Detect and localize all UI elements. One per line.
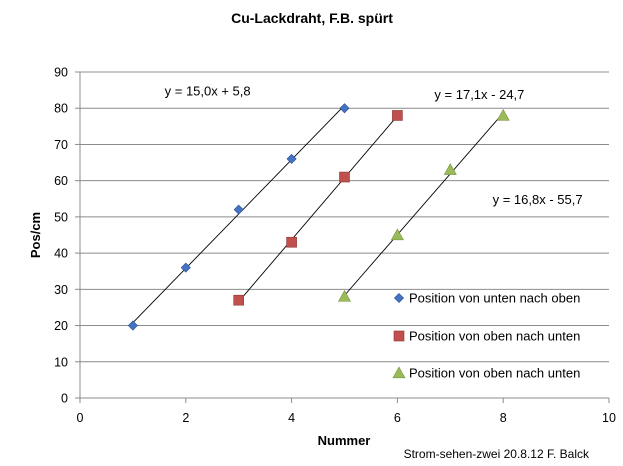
trendline-equation-2: y = 17,1x - 24,7 bbox=[434, 87, 524, 102]
legend-label-series-3: Position von oben nach unten bbox=[409, 366, 580, 381]
trendline-series-2 bbox=[238, 115, 398, 302]
legend-label-series-1: Position von unten nach oben bbox=[409, 291, 580, 306]
y-tick-label-90: 90 bbox=[54, 66, 68, 80]
x-tick-label-6: 6 bbox=[394, 411, 401, 425]
data-point-series-3-2 bbox=[390, 228, 404, 241]
data-point-series-1-5 bbox=[339, 103, 350, 114]
y-tick-label-60: 60 bbox=[54, 174, 68, 188]
y-tick-label-80: 80 bbox=[54, 102, 68, 116]
data-point-series-1-2 bbox=[180, 262, 191, 273]
legend-label-series-2: Position von oben nach unten bbox=[409, 329, 580, 344]
x-tick-label-0: 0 bbox=[77, 411, 84, 425]
x-tick-label-2: 2 bbox=[182, 411, 189, 425]
y-tick-label-40: 40 bbox=[54, 247, 68, 261]
trendline-series-3 bbox=[344, 112, 504, 296]
trendline-equation-3: y = 16,8x - 55,7 bbox=[493, 192, 583, 207]
data-point-series-3-4 bbox=[496, 108, 510, 121]
legend-marker-series-2 bbox=[393, 330, 405, 342]
data-point-series-3-3 bbox=[443, 163, 457, 175]
data-points bbox=[127, 103, 510, 331]
data-point-series-2-2 bbox=[286, 236, 297, 248]
trendline-equation-1: y = 15,0x + 5,8 bbox=[165, 84, 251, 99]
y-tick-label-10: 10 bbox=[54, 355, 68, 369]
legend-marker-series-3 bbox=[392, 366, 406, 379]
data-point-series-2-3 bbox=[339, 171, 350, 183]
data-point-series-1-4 bbox=[286, 153, 297, 164]
y-tick-label-70: 70 bbox=[54, 138, 68, 152]
y-tick-label-20: 20 bbox=[54, 319, 68, 333]
x-tick-label-4: 4 bbox=[288, 411, 295, 425]
y-tick-label-30: 30 bbox=[54, 283, 68, 297]
legend-marker-series-1 bbox=[393, 292, 405, 304]
y-tick-label-0: 0 bbox=[61, 392, 68, 406]
data-point-series-3-1 bbox=[337, 289, 352, 302]
data-point-series-1-3 bbox=[233, 204, 244, 215]
chart-title: Cu-Lackdraht, F.B. spürt bbox=[231, 10, 393, 26]
caption-text: Strom-sehen-zwei 20.8.12 F. Balck bbox=[404, 447, 590, 461]
axes: 0 10 20 30 40 50 60 70 80 90 0 2 4 6 8 10 bbox=[54, 66, 616, 426]
data-point-series-2-1 bbox=[233, 294, 244, 306]
grid-lines bbox=[80, 71, 609, 363]
data-point-series-1-1 bbox=[127, 320, 138, 331]
legend: Position von unten nach oben Position von… bbox=[392, 291, 580, 381]
y-tick-label-50: 50 bbox=[54, 210, 68, 224]
chart-labels: Cu-Lackdraht, F.B. spürt Nummer Pos/cm Stro… bbox=[28, 10, 590, 461]
y-axis-title: Pos/cm bbox=[28, 212, 43, 258]
x-tick-label-8: 8 bbox=[500, 411, 507, 425]
data-point-series-2-4 bbox=[392, 110, 403, 121]
x-axis-title: Nummer bbox=[318, 433, 371, 448]
x-tick-label-10: 10 bbox=[602, 411, 616, 425]
